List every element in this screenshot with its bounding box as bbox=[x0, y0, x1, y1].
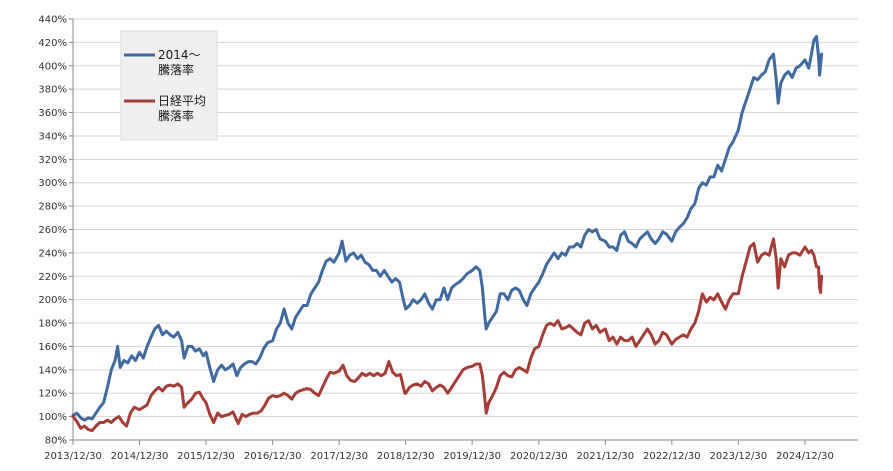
x-tick-label-3: 2016/12/30 bbox=[244, 451, 302, 462]
y-tick-label-4: 160% bbox=[38, 342, 67, 353]
x-tick-label-8: 2021/12/30 bbox=[577, 451, 635, 462]
x-tick-label-6: 2019/12/30 bbox=[443, 451, 501, 462]
y-tick-label-14: 360% bbox=[38, 108, 67, 119]
legend: 2014～ 騰落率 日経平均 騰落率 bbox=[120, 30, 218, 141]
y-tick-label-1: 100% bbox=[38, 412, 67, 423]
x-axis-tick-labels: 2013/12/30 2014/12/30 2015/12/30 2016/12/30… bbox=[44, 451, 834, 462]
legend-label-series-2-line-2: 騰落率 bbox=[158, 108, 194, 123]
x-tick-label-4: 2017/12/30 bbox=[310, 451, 368, 462]
y-tick-label-15: 380% bbox=[38, 85, 67, 96]
y-tick-label-16: 400% bbox=[38, 61, 67, 72]
y-tick-label-11: 300% bbox=[38, 178, 67, 189]
legend-label-series-1-line-2: 騰落率 bbox=[158, 62, 194, 77]
y-tick-label-7: 220% bbox=[38, 272, 67, 283]
legend-box bbox=[120, 30, 218, 141]
x-tick-label-9: 2022/12/30 bbox=[643, 451, 701, 462]
series-lines bbox=[71, 35, 824, 433]
y-tick-label-10: 280% bbox=[38, 202, 67, 213]
series-line-1 bbox=[71, 35, 824, 422]
x-tick-label-1: 2014/12/30 bbox=[111, 451, 169, 462]
y-tick-label-0: 80% bbox=[45, 436, 67, 447]
y-tick-label-2: 120% bbox=[38, 389, 67, 400]
x-tick-label-2: 2015/12/30 bbox=[177, 451, 235, 462]
legend-label-series-2-line-1: 日経平均 bbox=[158, 94, 206, 108]
x-tick-label-0: 2013/12/30 bbox=[44, 451, 102, 462]
y-tick-label-17: 420% bbox=[38, 38, 67, 49]
x-tick-label-11: 2024/12/30 bbox=[776, 451, 834, 462]
y-tick-label-9: 260% bbox=[38, 225, 67, 236]
series-line-2 bbox=[71, 237, 824, 433]
legend-label-series-1-line-1: 2014～ bbox=[158, 48, 201, 62]
y-axis-tick-labels: 80% 100% 120% 140% 160% 180% 200% 220% 240% 260% 2… bbox=[38, 15, 67, 447]
y-tick-label-18: 440% bbox=[38, 15, 67, 26]
y-tick-label-3: 140% bbox=[38, 365, 67, 376]
x-tick-label-7: 2020/12/30 bbox=[510, 451, 568, 462]
x-tick-label-5: 2018/12/30 bbox=[377, 451, 435, 462]
x-tick-label-10: 2023/12/30 bbox=[710, 451, 768, 462]
y-tick-label-5: 180% bbox=[38, 319, 67, 330]
y-tick-label-8: 240% bbox=[38, 248, 67, 259]
y-tick-label-6: 200% bbox=[38, 295, 67, 306]
y-tick-label-12: 320% bbox=[38, 155, 67, 166]
y-tick-label-13: 340% bbox=[38, 131, 67, 142]
